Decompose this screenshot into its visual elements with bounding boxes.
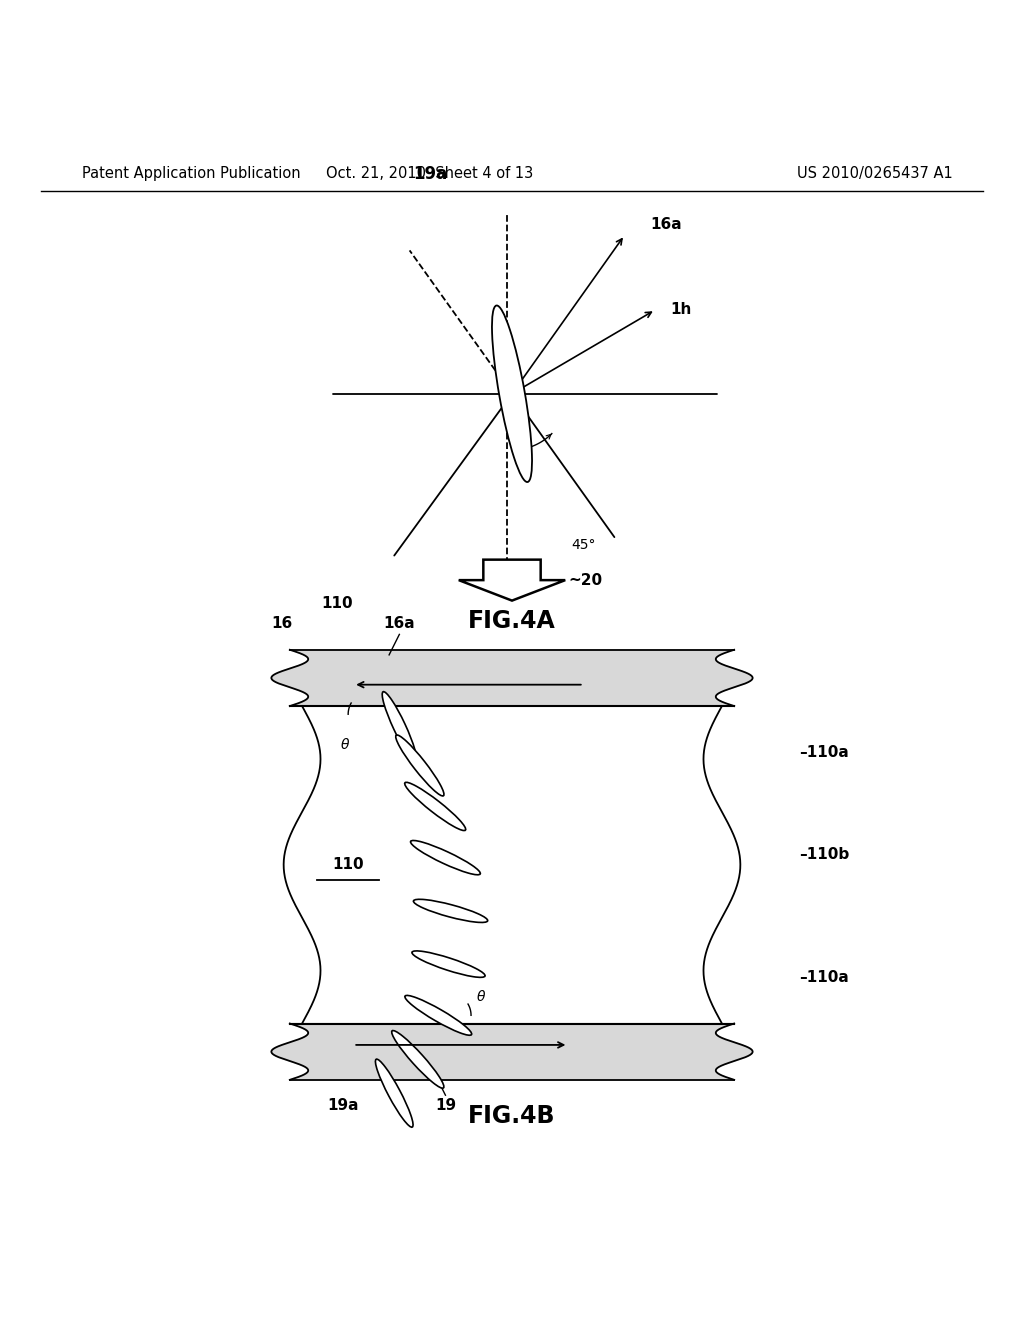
Ellipse shape — [376, 1059, 413, 1127]
Text: θ: θ — [341, 738, 349, 752]
Text: 45°: 45° — [571, 539, 596, 552]
Ellipse shape — [492, 305, 532, 482]
Ellipse shape — [404, 995, 472, 1035]
Ellipse shape — [392, 1031, 443, 1088]
Text: FIG.4A: FIG.4A — [468, 609, 556, 634]
Text: ~20: ~20 — [568, 573, 602, 587]
Ellipse shape — [414, 899, 487, 923]
Ellipse shape — [404, 783, 466, 830]
Text: 19a: 19a — [413, 165, 447, 182]
Text: 19a: 19a — [328, 1098, 358, 1113]
Text: 16a: 16a — [384, 616, 415, 631]
Polygon shape — [459, 560, 565, 601]
Polygon shape — [271, 649, 753, 706]
Text: –110b: –110b — [799, 847, 849, 862]
Text: 16a: 16a — [650, 218, 682, 232]
Ellipse shape — [395, 735, 444, 796]
Text: US 2010/0265437 A1: US 2010/0265437 A1 — [797, 166, 952, 181]
Text: –110a: –110a — [799, 970, 849, 985]
Text: 110: 110 — [322, 597, 353, 611]
Text: Patent Application Publication: Patent Application Publication — [82, 166, 301, 181]
Text: 110: 110 — [333, 857, 364, 873]
Text: 1h: 1h — [671, 302, 692, 317]
Text: θ: θ — [477, 990, 485, 1005]
Ellipse shape — [411, 841, 480, 875]
Ellipse shape — [412, 950, 485, 977]
Polygon shape — [271, 1023, 753, 1080]
Text: 16: 16 — [271, 616, 292, 631]
Text: –110a: –110a — [799, 744, 849, 759]
Text: Oct. 21, 2010  Sheet 4 of 13: Oct. 21, 2010 Sheet 4 of 13 — [327, 166, 534, 181]
Text: 19: 19 — [435, 1098, 456, 1113]
Ellipse shape — [382, 692, 417, 762]
Text: FIG.4B: FIG.4B — [468, 1104, 556, 1127]
